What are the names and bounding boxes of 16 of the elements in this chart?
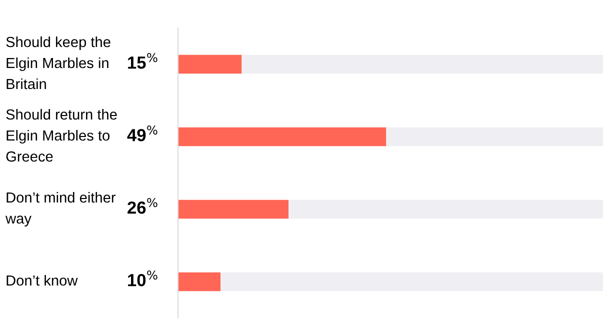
bar xyxy=(178,127,386,146)
y-tick-label: Don’t mind either way xyxy=(6,192,116,227)
bar xyxy=(178,272,220,292)
y-tick-label: Don’t know xyxy=(6,274,78,286)
data-label: 26$^{%}$ xyxy=(128,198,158,214)
bar xyxy=(220,272,603,292)
bar xyxy=(242,54,603,74)
bar xyxy=(178,54,242,74)
bar xyxy=(288,200,603,219)
data-label: 15$^{%}$ xyxy=(128,52,158,69)
bar xyxy=(386,127,603,146)
y-tick-label: Should return the Elgin Marbles to Greece xyxy=(6,108,117,162)
data-label: 10$^{%}$ xyxy=(128,270,158,286)
y-tick-label: Should keep the Elgin Marbles in Britain xyxy=(6,36,110,90)
data-label: 49$^{%}$ xyxy=(127,125,158,142)
bar xyxy=(178,200,288,219)
